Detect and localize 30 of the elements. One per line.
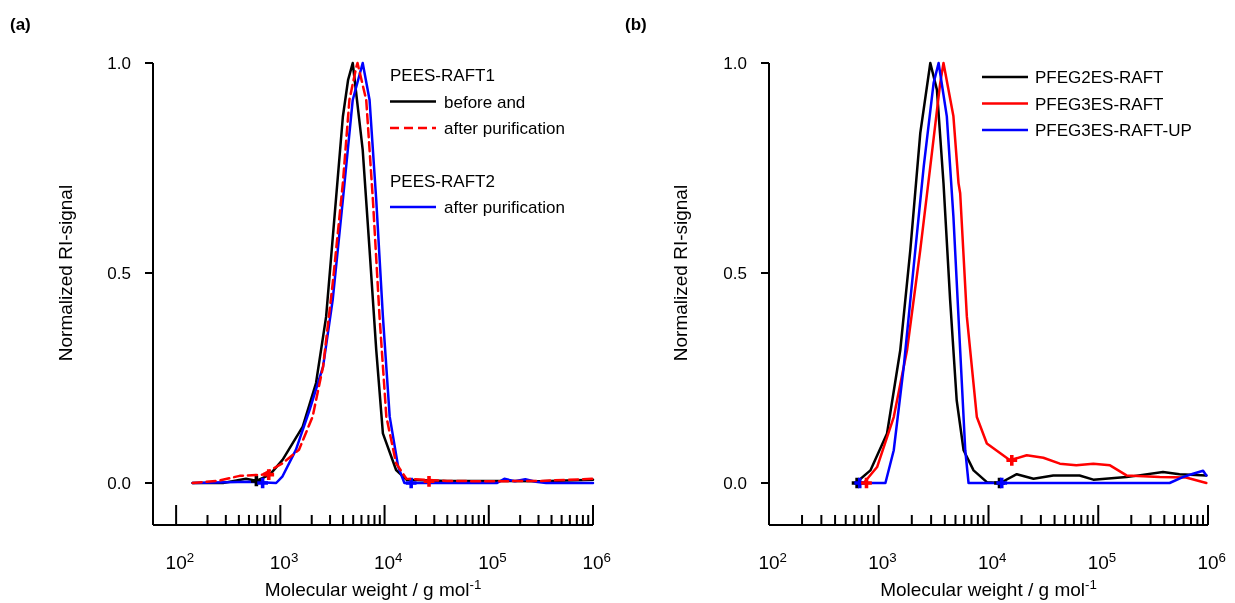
legend-label: PFEG3ES-RAFT xyxy=(1035,94,1164,114)
y-axis-title: Normalized RI-signal xyxy=(670,184,691,362)
y-tick-label: 0.0 xyxy=(107,474,131,493)
legend-label: PFEG2ES-RAFT xyxy=(1035,68,1164,87)
x-tick-label: 10$^{3}$ xyxy=(868,549,897,573)
x-tick-label: 10$^{2}$ xyxy=(758,549,787,573)
chart-title: (a) xyxy=(10,15,31,34)
y-tick-label: 0.5 xyxy=(107,264,131,283)
x-tick-label: 10$^{5}$ xyxy=(478,549,507,573)
x-tick-label: 10$^{6}$ xyxy=(1197,549,1226,573)
legend-label: after purification xyxy=(444,119,565,138)
y-axis-title: Normalized RI-signal xyxy=(55,184,76,362)
x-tick-label: 10$^{3}$ xyxy=(269,549,299,573)
chart-title: (b) xyxy=(625,15,647,34)
x-tick-label: 10$^{2}$ xyxy=(165,549,195,573)
y-tick-label: 1.0 xyxy=(723,54,747,73)
x-tick-label: 10$^{6}$ xyxy=(582,549,611,573)
x-tick-label: 10$^{4}$ xyxy=(374,549,403,573)
y-tick-label: 1.0 xyxy=(107,54,131,73)
x-axis-title: Molecular weight / g mol$^{-1}$ xyxy=(264,576,482,600)
legend-label: after purification xyxy=(444,198,565,217)
y-tick-label: 0.5 xyxy=(723,264,747,283)
legend-title: PEES-RAFT1 xyxy=(390,66,495,85)
x-tick-label: 10$^{5}$ xyxy=(1087,549,1117,573)
legend-label: before and xyxy=(444,92,526,112)
x-axis-title: Molecular weight / g mol$^{-1}$ xyxy=(880,576,1097,600)
y-tick-label: 0.0 xyxy=(723,474,747,493)
annotation: PEES-RAFT2 xyxy=(390,171,495,191)
x-tick-label: 10$^{4}$ xyxy=(977,549,1007,573)
legend-label: PFEG3ES-RAFT-UP xyxy=(1035,121,1192,140)
